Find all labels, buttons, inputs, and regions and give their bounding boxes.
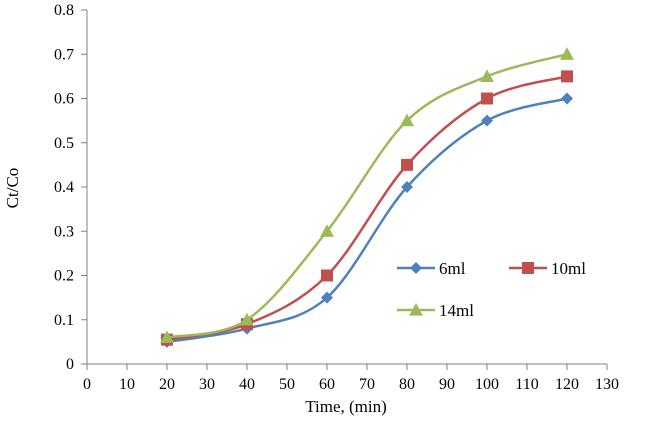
y-tick-label: 0.8 xyxy=(54,2,74,19)
data-point-6ml xyxy=(321,291,333,304)
x-tick-label: 90 xyxy=(439,376,455,393)
legend-marker xyxy=(409,303,423,316)
x-tick-label: 120 xyxy=(555,376,579,393)
y-tick-label: 0.4 xyxy=(54,179,74,196)
x-tick-label: 60 xyxy=(319,376,335,393)
x-tick-label: 30 xyxy=(199,376,215,393)
data-point-14ml xyxy=(400,113,414,127)
legend-label: 6ml xyxy=(439,259,466,278)
data-point-14ml xyxy=(240,312,254,326)
x-tick-label: 20 xyxy=(159,376,175,393)
x-tick-label: 80 xyxy=(399,376,415,393)
data-point-6ml xyxy=(481,114,493,127)
x-tick-label: 40 xyxy=(239,376,255,393)
y-tick-label: 0.3 xyxy=(54,223,74,240)
y-tick-label: 0.7 xyxy=(54,46,74,63)
y-axis-title: Ct/Co xyxy=(3,168,22,209)
series-group xyxy=(160,47,574,348)
axes: 0 0.1 0.2 0.3 0.4 0.5 0.6 0.7 0.8 0 10 20 30 40 50 60 70… xyxy=(54,2,619,393)
series-line-14ml xyxy=(166,53,568,339)
data-point-10ml xyxy=(561,70,573,83)
legend-item-6ml: 6ml xyxy=(397,259,466,278)
data-point-14ml xyxy=(320,224,334,237)
data-point-14ml xyxy=(480,69,494,82)
x-axis-title: Time, (min) xyxy=(305,397,387,416)
x-tick-label: 50 xyxy=(279,376,295,393)
legend-item-10ml: 10ml xyxy=(509,259,586,278)
series-line-10ml xyxy=(166,75,568,341)
data-point-10ml xyxy=(401,158,413,171)
data-point-6ml xyxy=(561,92,573,105)
y-tick-label: 0 xyxy=(66,356,74,373)
x-tick-label: 130 xyxy=(595,376,619,393)
data-point-10ml xyxy=(321,269,333,282)
legend-label: 10ml xyxy=(551,259,586,278)
y-tick-label: 0.5 xyxy=(54,135,74,152)
legend-label: 14ml xyxy=(439,301,474,320)
y-tick-label: 0.6 xyxy=(54,91,74,108)
y-tick-label: 0.2 xyxy=(54,268,74,285)
x-tick-label: 0 xyxy=(83,376,91,393)
data-point-14ml xyxy=(160,330,174,344)
data-point-10ml xyxy=(481,92,493,105)
x-tick-label: 100 xyxy=(475,376,499,393)
series-14ml xyxy=(160,47,574,344)
legend-item-14ml: 14ml xyxy=(397,301,474,320)
legend-marker xyxy=(522,262,534,274)
data-point-14ml xyxy=(560,47,574,60)
y-tick-label: 0.1 xyxy=(54,312,74,329)
legend-marker xyxy=(410,262,422,274)
x-tick-label: 10 xyxy=(119,376,135,393)
legend: 6ml 10ml 14ml xyxy=(397,259,586,320)
x-tick-label: 70 xyxy=(359,376,375,393)
data-point-6ml xyxy=(401,181,413,193)
x-tick-label: 110 xyxy=(515,376,538,393)
